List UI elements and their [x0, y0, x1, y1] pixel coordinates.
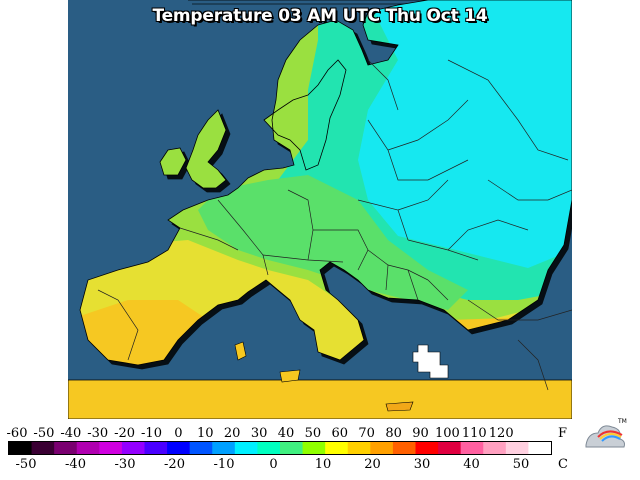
fahrenheit-tick-label: 120: [488, 426, 514, 441]
colorbar-swatch: [167, 442, 191, 454]
fahrenheit-tick-label: 0: [174, 426, 183, 441]
fahrenheit-tick-label: -50: [33, 426, 55, 441]
colorbar-swatch: [76, 442, 100, 454]
temperature-colorbar: [8, 441, 552, 455]
colorbar-swatch: [302, 442, 326, 454]
island: [279, 369, 301, 383]
celsius-tick-label: 30: [413, 457, 431, 472]
colorbar-swatch: [483, 442, 507, 454]
colorbar-swatch: [505, 442, 529, 454]
colorbar-swatch: [438, 442, 462, 454]
celsius-tick-label: -20: [164, 457, 185, 472]
fahrenheit-unit: F: [558, 426, 568, 441]
colorbar-swatch: [280, 442, 304, 454]
fahrenheit-tick-label: -60: [6, 426, 28, 441]
colorbar-swatch: [144, 442, 168, 454]
celsius-tick-label: -50: [15, 457, 37, 472]
colorbar-swatch: [189, 442, 213, 454]
fahrenheit-tick-label: -30: [87, 426, 109, 441]
colorbar-swatch: [460, 442, 484, 454]
weather-logo-icon: TM: [585, 418, 627, 448]
colorbar-swatch: [528, 442, 551, 454]
fahrenheit-tick-label: 90: [412, 426, 429, 441]
fahrenheit-tick-label: 100: [434, 426, 460, 441]
fahrenheit-tick-label: 10: [197, 426, 214, 441]
colorbar-swatch: [370, 442, 394, 454]
svg-text:TM: TM: [617, 418, 627, 425]
fahrenheit-tick-label: 20: [223, 426, 241, 441]
colorbar-swatch: [99, 442, 123, 454]
celsius-tick-label: 40: [463, 457, 480, 472]
fahrenheit-tick-label: 110: [461, 426, 487, 441]
celsius-tick-label: 0: [269, 457, 278, 472]
celsius-tick-label: 20: [364, 457, 381, 472]
colorbar-swatch: [9, 442, 33, 454]
colorbar-swatch: [415, 442, 439, 454]
island: [385, 401, 414, 412]
celsius-tick-label: -30: [114, 457, 136, 472]
country-borders: [97, 59, 572, 391]
celsius-tick-label: 50: [512, 457, 530, 472]
fahrenheit-tick-labels: -60 -50 -40 -30 -20 -10 0 10 20 30 40 50 60 70 80 90 100…: [0, 426, 640, 441]
map-title: Temperature 03 AM UTC Thu Oct 14: [152, 6, 488, 26]
colorbar-swatch: [212, 442, 236, 454]
fahrenheit-tick-label: 30: [250, 426, 268, 441]
colorbar-swatch: [234, 442, 258, 454]
colorbar-swatch: [392, 442, 416, 454]
celsius-tick-label: -10: [213, 457, 235, 472]
no-data-patch: [412, 344, 449, 379]
europe-temperature-map: [68, 0, 572, 419]
fahrenheit-tick-label: 80: [385, 426, 402, 441]
fahrenheit-tick-label: -40: [60, 426, 82, 441]
fahrenheit-tick-label: -20: [114, 426, 136, 441]
colorbar-swatch: [31, 442, 55, 454]
celsius-tick-label: -40: [65, 457, 86, 472]
colorbar-swatch: [257, 442, 281, 454]
colorbar-swatch: [347, 442, 371, 454]
fahrenheit-tick-label: -10: [141, 426, 162, 441]
colorbar-swatch: [121, 442, 145, 454]
fahrenheit-tick-label: 50: [304, 426, 322, 441]
fahrenheit-tick-label: 70: [358, 426, 375, 441]
fahrenheit-tick-label: 40: [277, 426, 295, 441]
colorbar-swatch: [54, 442, 78, 454]
fahrenheit-tick-label: 60: [331, 426, 349, 441]
celsius-tick-label: 10: [314, 457, 332, 472]
celsius-unit: C: [558, 457, 568, 472]
island: [234, 341, 247, 361]
celsius-tick-labels: -50 -40 -30 -20 -10 0 10 20 30 40 50: [0, 457, 640, 472]
colorbar-swatch: [325, 442, 349, 454]
